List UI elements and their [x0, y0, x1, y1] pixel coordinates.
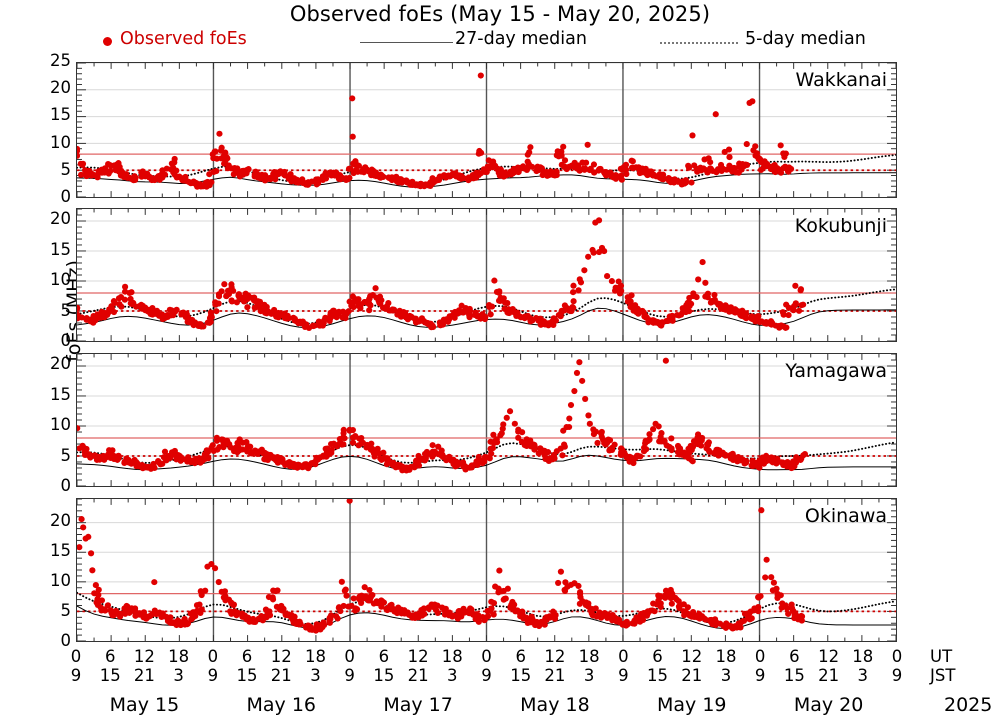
x-tick-jst-21: 15	[783, 666, 805, 685]
x-tick-ut-17: 6	[652, 647, 663, 666]
y-tick-yamagawa-15: 15	[50, 384, 71, 404]
y-tick-okinawa-10: 10	[50, 571, 71, 590]
x-axis-ut-unit: UT	[930, 647, 953, 666]
x-tick-ut-4: 0	[207, 647, 219, 666]
x-tick-ut-16: 0	[618, 647, 629, 666]
x-tick-jst-16: 9	[618, 666, 629, 685]
y-tick-okinawa-15: 15	[50, 541, 71, 560]
y-tick-wakkanai-10: 10	[50, 132, 71, 152]
x-tick-jst-20: 9	[754, 666, 766, 685]
x-tick-ut-5: 6	[241, 647, 253, 666]
station-name-yamagawa: Yamagawa	[785, 360, 887, 382]
y-tick-kokubunji-10: 10	[50, 270, 71, 290]
x-tick-jst-19: 3	[720, 666, 732, 685]
y-tick-wakkanai-5: 5	[60, 159, 72, 179]
x-tick-ut-24: 0	[891, 647, 903, 666]
y-tick-yamagawa-10: 10	[50, 415, 71, 435]
x-tick-ut-13: 6	[515, 647, 526, 666]
x-tick-jst-2: 21	[133, 666, 155, 685]
x-day-label-1: May 16	[246, 694, 317, 716]
x-axis-year-label: 2025	[944, 694, 993, 716]
y-tick-kokubunji-5: 5	[60, 300, 72, 320]
chart-legend: Observed foEs 27-day median 5-day median	[0, 29, 1000, 53]
x-day-label-0: May 15	[109, 694, 180, 716]
x-tick-jst-5: 15	[236, 666, 258, 685]
observed-foes-marker-icon	[103, 37, 112, 46]
x-tick-jst-17: 15	[647, 666, 669, 685]
panel-okinawa[interactable]: Okinawa	[76, 498, 897, 642]
y-tick-wakkanai-15: 15	[50, 105, 71, 125]
x-tick-ut-18: 12	[681, 647, 703, 666]
y-tick-kokubunji-20: 20	[50, 209, 71, 229]
median5-line-swatch-icon	[660, 42, 738, 44]
x-tick-jst-3: 3	[173, 666, 184, 685]
x-tick-ut-15: 18	[578, 647, 600, 666]
y-tick-yamagawa-0: 0	[60, 476, 72, 495]
x-tick-ut-7: 18	[304, 647, 326, 666]
x-tick-ut-21: 6	[789, 647, 800, 666]
x-tick-jst-13: 15	[510, 666, 532, 685]
x-day-label-2: May 17	[383, 694, 453, 716]
x-axis-jst-unit: JST	[930, 666, 956, 685]
y-tick-yamagawa-20: 20	[50, 354, 71, 374]
y-tick-labels: 0 5 10 15 20 25 0 5 10 15 20 0 5 10 15 20 0 5 10 15 20	[0, 0, 76, 714]
y-tick-kokubunji-15: 15	[50, 239, 71, 259]
x-tick-jst-9: 15	[373, 666, 395, 685]
x-tick-jst-12: 9	[481, 666, 492, 685]
x-tick-jst-24: 9	[891, 666, 903, 685]
x-tick-jst-18: 21	[681, 666, 703, 685]
x-tick-jst-1: 15	[99, 666, 121, 685]
x-tick-ut-1: 6	[104, 647, 116, 666]
y-tick-okinawa-20: 20	[50, 511, 71, 530]
x-tick-ut-11: 18	[441, 647, 463, 666]
x-tick-ut-2: 12	[133, 647, 155, 666]
x-tick-ut-3: 18	[168, 647, 190, 666]
x-tick-ut-6: 12	[270, 647, 292, 666]
station-name-kokubunji: Kokubunji	[794, 215, 887, 237]
panel-yamagawa[interactable]: Yamagawa	[76, 353, 897, 487]
y-tick-wakkanai-25: 25	[50, 51, 71, 70]
x-tick-jst-22: 21	[818, 666, 840, 685]
x-day-label-4: May 19	[657, 694, 727, 716]
y-tick-wakkanai-0: 0	[60, 187, 72, 206]
x-tick-jst-7: 3	[310, 666, 321, 685]
x-tick-ut-22: 12	[818, 647, 840, 666]
x-tick-ut-12: 0	[481, 647, 492, 666]
x-tick-ut-19: 18	[715, 647, 737, 666]
x-tick-jst-6: 21	[270, 666, 292, 685]
x-tick-jst-11: 3	[447, 666, 458, 685]
x-tick-ut-10: 12	[407, 647, 429, 666]
station-name-okinawa: Okinawa	[804, 505, 887, 527]
x-tick-jst-23: 3	[857, 666, 869, 685]
x-tick-ut-8: 0	[344, 647, 355, 666]
median27-line-swatch-icon	[360, 42, 453, 43]
x-tick-ut-9: 6	[378, 647, 390, 666]
x-tick-jst-10: 21	[407, 666, 429, 685]
y-tick-kokubunji-0: 0	[60, 331, 72, 350]
legend-5day-median: 5-day median	[745, 29, 866, 49]
y-tick-yamagawa-5: 5	[60, 445, 72, 465]
y-tick-okinawa-0: 0	[60, 631, 72, 650]
x-tick-ut-14: 12	[544, 647, 566, 666]
station-name-wakkanai: Wakkanai	[795, 69, 888, 91]
x-day-label-3: May 18	[520, 694, 590, 716]
x-tick-ut-23: 18	[852, 647, 874, 666]
y-tick-okinawa-5: 5	[60, 601, 72, 620]
legend-observed-foes: Observed foEs	[120, 29, 247, 49]
x-tick-jst-8: 9	[344, 666, 355, 685]
x-tick-jst-4: 9	[207, 666, 219, 685]
y-tick-wakkanai-20: 20	[50, 78, 71, 98]
x-tick-jst-15: 3	[583, 666, 595, 685]
page-title: Observed foEs (May 15 - May 20, 2025)	[289, 2, 711, 26]
x-tick-jst-14: 21	[544, 666, 566, 685]
x-day-label-5: May 20	[793, 694, 864, 716]
x-tick-ut-20: 0	[754, 647, 766, 666]
legend-27day-median: 27-day median	[455, 29, 587, 49]
panel-kokubunji[interactable]: Kokubunji	[76, 208, 897, 342]
panel-wakkanai[interactable]: Wakkanai	[76, 62, 897, 198]
